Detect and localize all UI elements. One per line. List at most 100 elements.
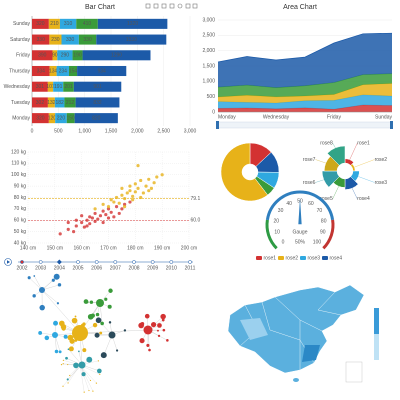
graph-node bbox=[51, 278, 55, 282]
bar-value-label: 310 bbox=[64, 21, 73, 27]
map bbox=[227, 284, 379, 383]
legend-swatch[interactable] bbox=[278, 256, 284, 260]
bar bbox=[78, 34, 97, 45]
legend-swatch[interactable] bbox=[322, 256, 328, 260]
graph-node bbox=[88, 389, 90, 392]
scatter-point bbox=[160, 173, 164, 177]
graph-edge bbox=[41, 284, 60, 291]
bar bbox=[49, 34, 62, 45]
graph-node bbox=[160, 313, 166, 320]
bar-value-label: 820 bbox=[92, 115, 101, 121]
graph-edge bbox=[79, 364, 90, 391]
scatter-point bbox=[141, 191, 145, 195]
bar bbox=[32, 65, 50, 77]
scatter-point bbox=[128, 184, 132, 188]
graph-node bbox=[53, 273, 60, 280]
bar-value-label: 212 bbox=[66, 100, 75, 106]
bar bbox=[49, 65, 57, 77]
legend-swatch[interactable] bbox=[300, 256, 306, 260]
timeline-label: 2002 bbox=[16, 265, 27, 271]
zoom-track[interactable] bbox=[217, 121, 393, 129]
label-leader bbox=[332, 143, 336, 148]
gauge-tick bbox=[268, 219, 273, 221]
graph-hub bbox=[108, 331, 116, 339]
timeline-dot[interactable] bbox=[38, 260, 43, 264]
graph-node bbox=[71, 317, 78, 324]
gauge-value-label: 50% bbox=[295, 239, 306, 245]
island bbox=[293, 378, 299, 382]
graph-node bbox=[161, 318, 165, 322]
rose-slice bbox=[326, 145, 346, 166]
scatter-point bbox=[112, 200, 116, 204]
gauge-pointer bbox=[298, 198, 302, 225]
scatter-point bbox=[131, 198, 135, 202]
x-tick-label: Wednesday bbox=[263, 114, 290, 120]
scatter-point bbox=[152, 181, 156, 185]
bar bbox=[72, 50, 83, 61]
bar bbox=[96, 34, 167, 45]
tool-icon[interactable] bbox=[161, 3, 167, 9]
graph-node bbox=[150, 321, 157, 328]
graph-node bbox=[86, 356, 93, 363]
timeline-dot[interactable] bbox=[76, 260, 80, 264]
graph-edge bbox=[79, 329, 149, 334]
label-leader bbox=[332, 186, 339, 199]
zoom-handle[interactable] bbox=[216, 121, 219, 129]
timeline-dot[interactable] bbox=[150, 260, 155, 264]
gauge-tick-label: 100 bbox=[313, 239, 322, 245]
bar-value-label: 234 bbox=[59, 68, 68, 74]
bar-value-label: 190 bbox=[73, 53, 82, 59]
rose-label: rose8 bbox=[320, 141, 333, 147]
timeline-label: 2010 bbox=[166, 265, 177, 271]
toolbox[interactable] bbox=[145, 3, 198, 9]
legend-swatch[interactable] bbox=[256, 256, 262, 260]
tool-icon[interactable] bbox=[145, 3, 151, 9]
bar-value-label: 191 bbox=[54, 84, 63, 90]
bar bbox=[52, 50, 58, 61]
zoom-handle[interactable] bbox=[390, 121, 393, 129]
timeline-current[interactable] bbox=[56, 259, 62, 265]
scatter-point bbox=[136, 164, 140, 168]
visual-map-low[interactable] bbox=[374, 334, 379, 360]
tool-icon[interactable] bbox=[185, 3, 191, 9]
scatter-point bbox=[147, 189, 151, 193]
graph-node bbox=[92, 322, 98, 328]
tool-icon[interactable] bbox=[153, 3, 159, 9]
graph-edge bbox=[79, 364, 85, 393]
scatter-point bbox=[112, 215, 116, 219]
y-tick-label: 3,000 bbox=[202, 17, 215, 23]
bar-value-label: 334 bbox=[37, 68, 46, 74]
tool-icon[interactable] bbox=[169, 3, 175, 9]
scatter-point bbox=[90, 216, 94, 220]
bar bbox=[77, 65, 127, 77]
y-tick-label: 40 kg bbox=[14, 240, 26, 246]
timeline-dot[interactable] bbox=[113, 260, 118, 264]
y-tick-label: Tuesday bbox=[11, 100, 30, 106]
timeline-dot[interactable] bbox=[188, 260, 192, 264]
bar-value-label: 330 bbox=[66, 37, 75, 43]
tool-icon[interactable] bbox=[192, 3, 198, 9]
bar bbox=[32, 18, 49, 29]
play-button[interactable] bbox=[4, 258, 12, 266]
data-zoom[interactable] bbox=[216, 121, 393, 129]
scatter-point bbox=[96, 217, 100, 221]
scatter-point bbox=[85, 224, 89, 228]
graph-node bbox=[97, 360, 99, 362]
bar-value-label: 101 bbox=[46, 84, 55, 90]
timeline-dot[interactable] bbox=[169, 260, 174, 264]
graph-node bbox=[68, 346, 74, 352]
timeline-label: 2004 bbox=[54, 265, 65, 271]
y-tick-label: Thursday bbox=[9, 68, 30, 74]
area bbox=[218, 94, 392, 110]
timeline-dot[interactable] bbox=[94, 260, 99, 264]
bar bbox=[82, 50, 151, 61]
tool-icon[interactable] bbox=[177, 3, 183, 9]
timeline-dot[interactable] bbox=[20, 260, 24, 264]
graph-node bbox=[108, 321, 112, 324]
y-tick-label: 50 kg bbox=[14, 229, 26, 235]
graph-node bbox=[166, 339, 169, 342]
timeline-dot[interactable] bbox=[132, 260, 136, 264]
graph-node bbox=[108, 288, 113, 293]
bar-value-label: 150 bbox=[67, 115, 76, 121]
graph-node bbox=[53, 320, 58, 326]
